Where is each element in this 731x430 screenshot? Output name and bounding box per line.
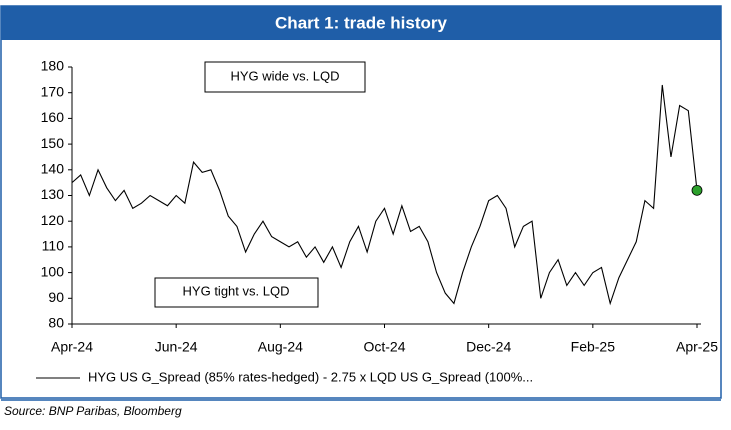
chart-title: Chart 1: trade history	[275, 13, 447, 32]
x-tick-label: Jun-24	[155, 339, 198, 355]
y-tick-label: 130	[41, 186, 65, 202]
legend-entry: HYG US G_Spread (85% rates-hedged) - 2.7…	[88, 369, 533, 384]
end-marker	[691, 184, 703, 196]
x-tick-label: Apr-24	[51, 339, 93, 355]
annotation-box	[154, 277, 319, 308]
y-tick-label: 140	[41, 161, 65, 177]
series-line	[71, 84, 698, 306]
y-tick-label: 120	[41, 212, 65, 228]
source: Source: BNP Paribas, Bloomberg	[4, 404, 182, 418]
x-tick-label: Apr-25	[676, 339, 718, 355]
y-tick-label: 170	[41, 83, 65, 99]
y-tick-label: 150	[41, 135, 65, 151]
title-band	[1, 6, 721, 40]
annotation-box	[204, 61, 366, 93]
y-tick-label: 80	[48, 315, 64, 331]
annotation: HYG tight vs. LQD	[183, 283, 290, 298]
y-tick-label: 180	[41, 58, 65, 74]
x-tick-label: Aug-24	[258, 339, 303, 355]
x-tick-label: Dec-24	[466, 339, 511, 355]
annotation: HYG wide vs. LQD	[230, 68, 339, 83]
y-tick-label: 100	[41, 263, 65, 279]
y-tick-label: 160	[41, 109, 65, 125]
y-tick-label: 90	[48, 289, 64, 305]
y-tick-label: 110	[42, 238, 65, 254]
x-tick-label: Oct-24	[363, 339, 405, 355]
x-tick-label: Feb-25	[571, 339, 616, 355]
